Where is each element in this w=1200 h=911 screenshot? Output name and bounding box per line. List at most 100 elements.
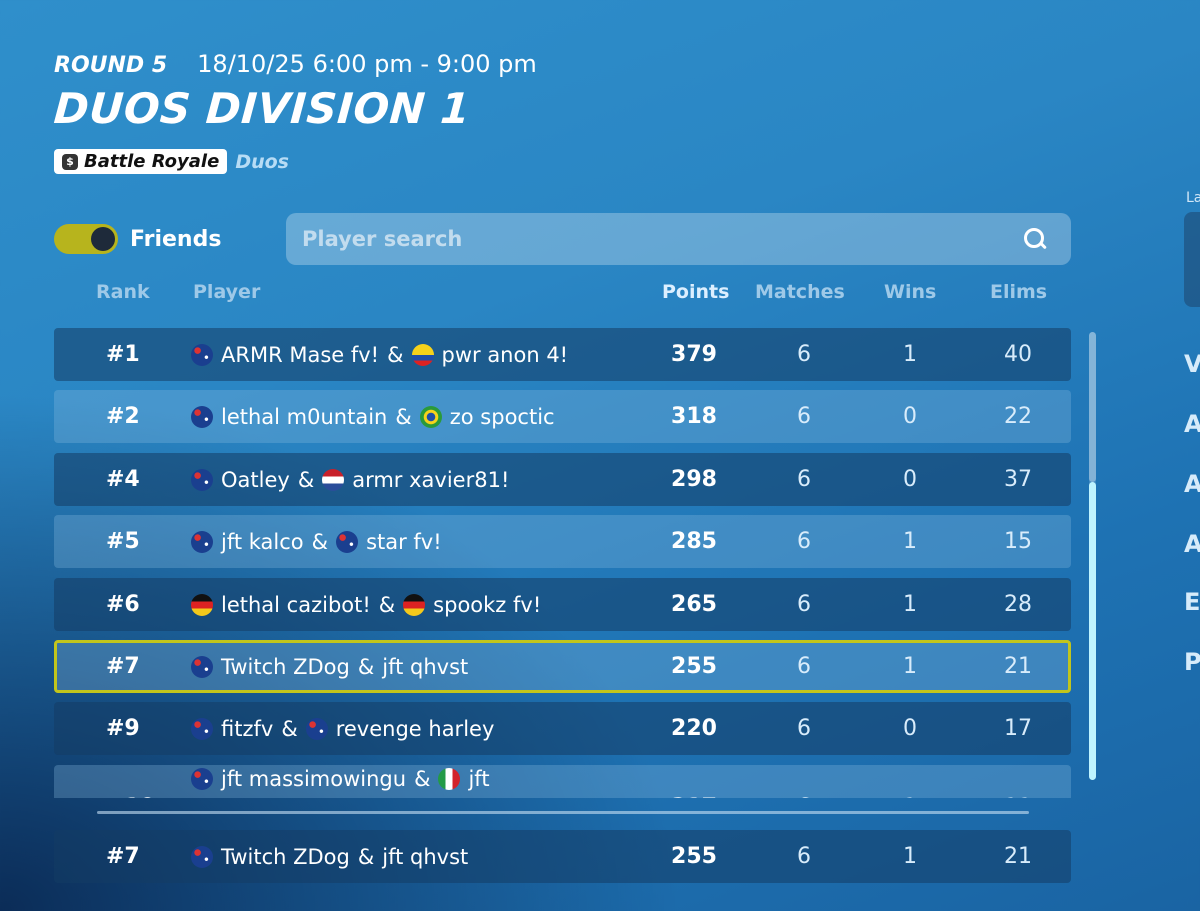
round-datetime: 18/10/25 6:00 pm - 9:00 pm — [197, 50, 537, 78]
player2-name: jft — [468, 767, 490, 791]
row-rank: #6 — [106, 592, 140, 617]
row-player: lethal m0untain & zo spoctic — [191, 390, 555, 443]
row-rank: #9 — [106, 716, 140, 741]
ampersand: & — [357, 654, 375, 679]
row-wins: 1 — [903, 654, 917, 679]
friends-filter[interactable]: Friends — [54, 224, 221, 254]
player1-name: jft kalco — [221, 529, 304, 554]
money-bag-icon: $ — [62, 153, 78, 170]
row-points: 298 — [671, 467, 717, 492]
row-wins: 1 — [903, 592, 917, 617]
row-elims: 17 — [1004, 716, 1032, 741]
table-row[interactable]: #4 Oatley & armr xavier81! 298 6 0 37 — [54, 453, 1071, 506]
divider — [97, 811, 1029, 814]
col-wins[interactable]: Wins — [884, 281, 937, 303]
ampersand: & — [297, 467, 315, 492]
column-headers: Rank Player Points Matches Wins Elims — [54, 281, 1071, 307]
col-points[interactable]: Points — [662, 281, 730, 303]
side-stat-label: A — [1184, 530, 1200, 558]
table-row[interactable]: #10 jft massimowingu& jft 217 6 1 11 — [54, 765, 1071, 798]
mode-tag-label: Battle Royale — [84, 151, 220, 172]
row-matches: 6 — [797, 467, 811, 492]
side-panel-card[interactable] — [1184, 212, 1200, 307]
row-points: 255 — [671, 844, 717, 869]
table-row[interactable]: #6 lethal cazibot! & spookz fv! 265 6 1 28 — [54, 578, 1071, 631]
row-wins: 0 — [903, 467, 917, 492]
side-stat-label: E — [1184, 588, 1200, 616]
leaderboard-scrollbar[interactable] — [1089, 332, 1096, 780]
australia-flag-icon — [191, 717, 213, 740]
germany-flag-icon — [403, 593, 426, 616]
player2-name: jft qhvst — [382, 844, 469, 869]
ampersand: & — [395, 404, 412, 429]
friends-label: Friends — [130, 226, 222, 252]
player1-name: Twitch ZDog — [221, 654, 350, 679]
row-player: Oatley & armr xavier81! — [191, 453, 509, 506]
table-row[interactable]: #5 jft kalco & star fv! 285 6 1 15 — [54, 515, 1071, 568]
table-row[interactable]: #1 ARMR Mase fv! & pwr anon 4! 379 6 1 40 — [54, 328, 1071, 381]
duos-tag: Duos — [235, 150, 289, 173]
australia-flag-icon — [191, 468, 213, 491]
australia-flag-icon — [191, 768, 213, 790]
round-header: ROUND 5 18/10/25 6:00 pm - 9:00 pm — [54, 50, 537, 78]
table-row[interactable]: #9 fitzfv & revenge harley 220 6 0 17 — [54, 702, 1071, 755]
row-points: 265 — [671, 592, 717, 617]
row-points: 379 — [671, 342, 717, 367]
player2-name: spookz fv! — [433, 592, 542, 617]
colombia-flag-icon — [411, 343, 434, 366]
row-elims: 15 — [1004, 529, 1032, 554]
leaderboard-list[interactable]: #1 ARMR Mase fv! & pwr anon 4! 379 6 1 40 … — [54, 328, 1071, 798]
australia-flag-icon — [191, 343, 213, 366]
player2-name: zo spoctic — [449, 404, 555, 429]
row-rank: #4 — [106, 467, 140, 492]
player1-name: lethal cazibot! — [221, 592, 371, 617]
friends-toggle[interactable] — [54, 224, 118, 254]
row-player: jft massimowingu & jft — [191, 765, 490, 798]
row-elims: 37 — [1004, 467, 1032, 492]
row-points: 285 — [671, 529, 717, 554]
col-elims[interactable]: Elims — [990, 281, 1048, 303]
row-elims: 21 — [1004, 654, 1032, 679]
row-player: jft kalco & star fv! — [191, 515, 442, 568]
col-player[interactable]: Player — [193, 281, 261, 303]
mode-tags: $ Battle Royale Duos — [54, 149, 289, 174]
row-wins: 1 — [903, 529, 917, 554]
scroll-thumb[interactable] — [1089, 332, 1096, 482]
row-points: 217 — [654, 765, 734, 798]
player1-name: lethal m0untain — [221, 404, 388, 429]
side-stat-label: V — [1184, 350, 1200, 378]
italy-flag-icon — [438, 768, 461, 790]
search-input[interactable] — [286, 226, 1013, 252]
row-points: 255 — [671, 654, 717, 679]
page-title: DUOS DIVISION 1 — [52, 84, 472, 133]
row-wins: 1 — [870, 765, 950, 798]
row-player: lethal cazibot! & spookz fv! — [191, 578, 541, 631]
search-icon[interactable] — [1013, 219, 1053, 259]
row-matches: 6 — [797, 529, 811, 554]
row-rank: #2 — [106, 404, 140, 429]
row-wins: 0 — [903, 716, 917, 741]
pinned-player-row[interactable]: #7 Twitch ZDog & jft qhvst 255 6 1 21 — [54, 830, 1071, 883]
player2-name: star fv! — [366, 529, 442, 554]
row-rank: #1 — [106, 342, 140, 367]
table-row[interactable]: #2 lethal m0untain & zo spoctic 318 6 0 22 — [54, 390, 1071, 443]
row-matches: 6 — [797, 654, 811, 679]
player1-name: Twitch ZDog — [221, 844, 350, 869]
ampersand: & — [387, 342, 404, 367]
col-rank[interactable]: Rank — [96, 281, 150, 303]
australia-flag-icon — [191, 530, 213, 553]
row-rank: #5 — [106, 529, 140, 554]
row-player: Twitch ZDog & jft qhvst — [191, 643, 468, 690]
col-matches[interactable]: Matches — [755, 281, 845, 303]
player-search-box[interactable] — [286, 213, 1071, 265]
player1-name: jft massimowingu — [221, 767, 407, 791]
player2-name: pwr anon 4! — [441, 342, 569, 367]
toggle-knob — [91, 227, 115, 251]
row-points: 220 — [671, 716, 717, 741]
round-label: ROUND 5 — [54, 53, 168, 78]
table-row-current-player[interactable]: #7 Twitch ZDog & jft qhvst 255 6 1 21 — [54, 640, 1071, 693]
player2-name: jft qhvst — [382, 654, 469, 679]
row-points: 318 — [671, 404, 717, 429]
netherlands-flag-icon — [322, 468, 345, 491]
row-player: ARMR Mase fv! & pwr anon 4! — [191, 328, 568, 381]
